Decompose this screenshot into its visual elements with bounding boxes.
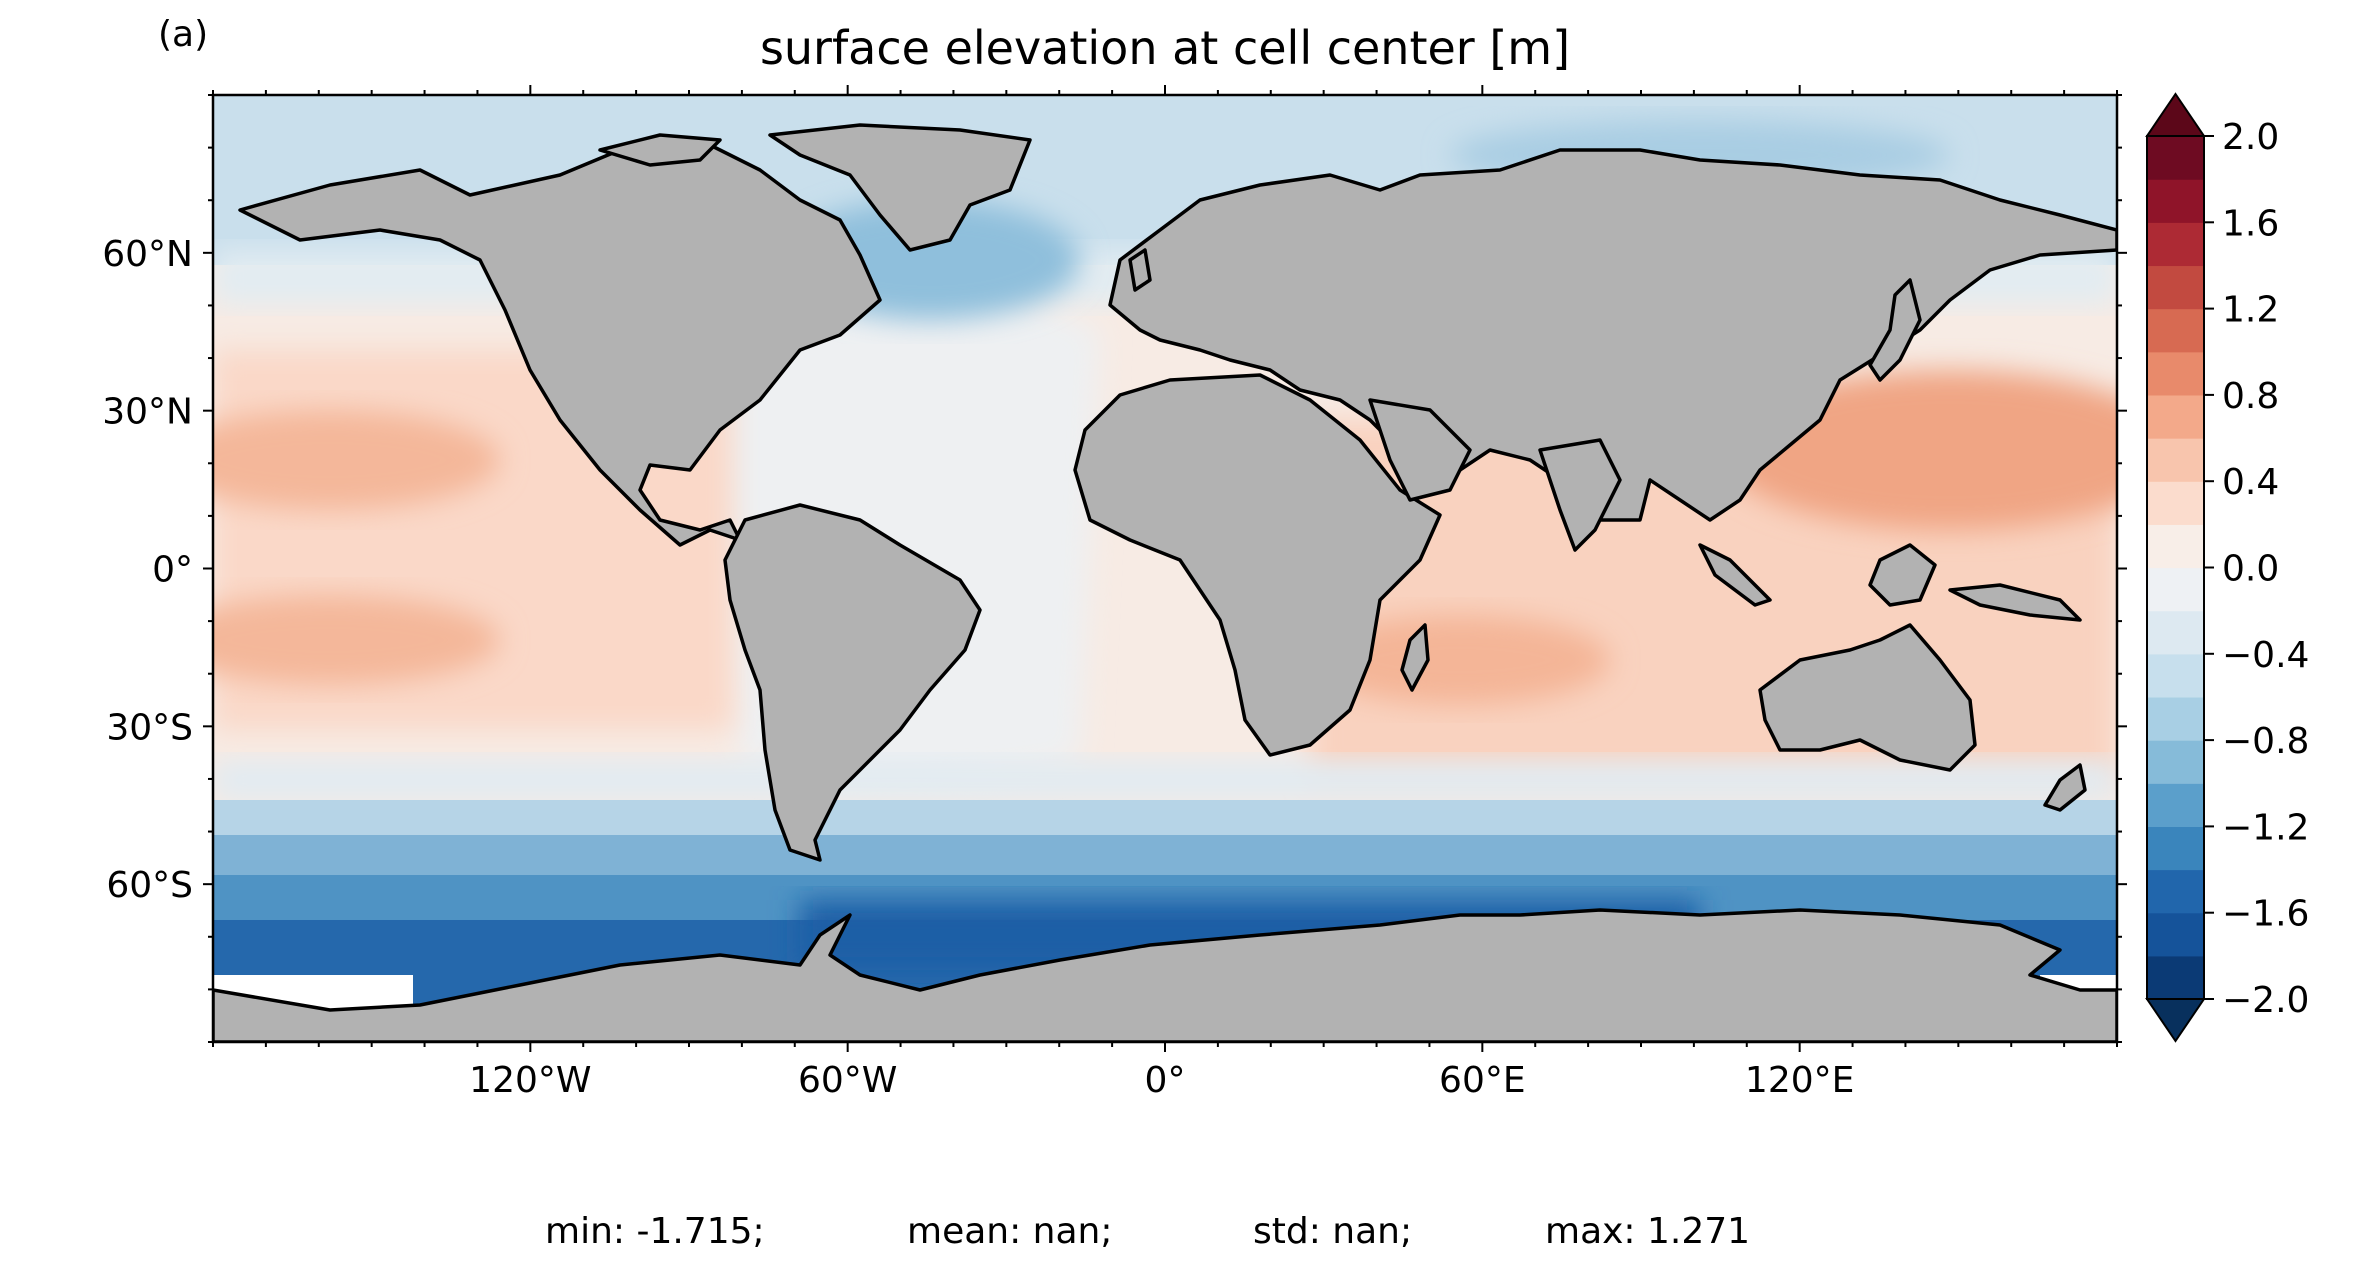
- colorbar-segment: [2147, 912, 2204, 957]
- land-layer: [213, 123, 2117, 1042]
- map-panel: [213, 95, 2117, 1042]
- land-australia: [1758, 623, 1977, 772]
- colorbar-tick-label: 0.4: [2222, 462, 2279, 503]
- land-arabia: [1368, 398, 1472, 502]
- lon-ticks: 120°W 60°W 0° 60°E 120°E: [212, 85, 2118, 1101]
- colorbar-segment: [2147, 136, 2204, 180]
- lat-tick-label: 0°: [152, 550, 193, 591]
- land-eurasia: [1108, 148, 2117, 522]
- land-madagascar: [1400, 623, 1430, 692]
- lat-tick-label: 60°N: [102, 234, 193, 275]
- colorbar-segment: [2147, 653, 2204, 698]
- land-japan: [1868, 278, 1922, 382]
- colorbar-segment: [2147, 179, 2204, 223]
- colorbar-segment: [2147, 826, 2204, 871]
- map-title: surface elevation at cell center [m]: [760, 21, 1570, 75]
- colorbar-segment: [2147, 869, 2204, 914]
- colorbar-tick-label: −2.0: [2222, 980, 2309, 1021]
- colorbar-segment: [2147, 696, 2204, 741]
- stat-std: std: nan;: [1253, 1211, 1412, 1252]
- colorbar-tick-label: 1.6: [2222, 203, 2279, 244]
- colorbar-extend-high: [2145, 92, 2206, 137]
- colorbar-tick-label: 0.0: [2222, 549, 2279, 590]
- land-greenland: [768, 123, 1032, 252]
- colorbar-tick-label: 2.0: [2222, 117, 2279, 158]
- colorbar-tick-label: −0.4: [2222, 635, 2309, 676]
- colorbar-segment: [2147, 481, 2204, 525]
- land-india: [1538, 438, 1622, 552]
- lon-tick-label: 120°E: [1745, 1060, 1854, 1101]
- land-antarctica: [213, 908, 2117, 1042]
- stat-min: min: -1.715;: [545, 1211, 765, 1252]
- land-new-zealand: [2043, 763, 2087, 812]
- land-arctic-islands: [598, 133, 722, 167]
- stat-mean: mean: nan;: [907, 1211, 1113, 1252]
- colorbar-tick-label: −1.2: [2222, 807, 2309, 848]
- colorbar-extend-low: [2145, 998, 2206, 1043]
- colorbar-tick-label: −0.8: [2222, 721, 2309, 762]
- colorbar-segment: [2147, 567, 2204, 612]
- lat-tick-label: 30°S: [106, 707, 193, 748]
- land-south-america: [723, 503, 982, 862]
- colorbar-segment: [2147, 265, 2204, 310]
- colorbar-tick-label: 0.8: [2222, 376, 2279, 417]
- colorbar-tick-label: 1.2: [2222, 290, 2279, 331]
- panel-label: (a): [158, 14, 208, 55]
- land-africa: [1073, 373, 1442, 757]
- lon-tick-label: 60°W: [798, 1060, 897, 1101]
- colorbar-segment: [2147, 394, 2204, 439]
- colorbar-segment: [2147, 955, 2204, 1000]
- land-sumatra: [1698, 543, 1772, 607]
- land-borneo: [1868, 543, 1937, 607]
- stat-max: max: 1.271: [1545, 1211, 1750, 1252]
- colorbar-segment: [2147, 438, 2204, 482]
- lon-tick-label: 0°: [1145, 1060, 1186, 1101]
- colorbar-segment: [2147, 610, 2204, 655]
- lon-tick-label: 60°E: [1439, 1060, 1526, 1101]
- lat-ticks: 60°N 30°N 0° 30°S 60°S: [102, 94, 2127, 1043]
- lat-tick-label: 60°S: [106, 865, 193, 906]
- land-british-isles: [1128, 248, 1152, 292]
- colorbar-segment: [2147, 524, 2204, 569]
- colorbar-segment: [2147, 308, 2204, 353]
- colorbar-tick-label: −1.6: [2222, 894, 2309, 935]
- colorbar-segment: [2147, 740, 2204, 784]
- colorbar-segment: [2147, 222, 2204, 267]
- land-new-guinea: [1948, 583, 2082, 622]
- lat-tick-label: 30°N: [102, 392, 193, 433]
- lon-tick-label: 120°W: [469, 1060, 591, 1101]
- colorbar-segment: [2147, 783, 2204, 827]
- colorbar-segment: [2147, 351, 2204, 396]
- colorbar: 2.0 1.6 1.2 0.8 0.4 0.0 −0.4 −0.8 −1.2 −1.6 −2.0: [2145, 92, 2309, 1043]
